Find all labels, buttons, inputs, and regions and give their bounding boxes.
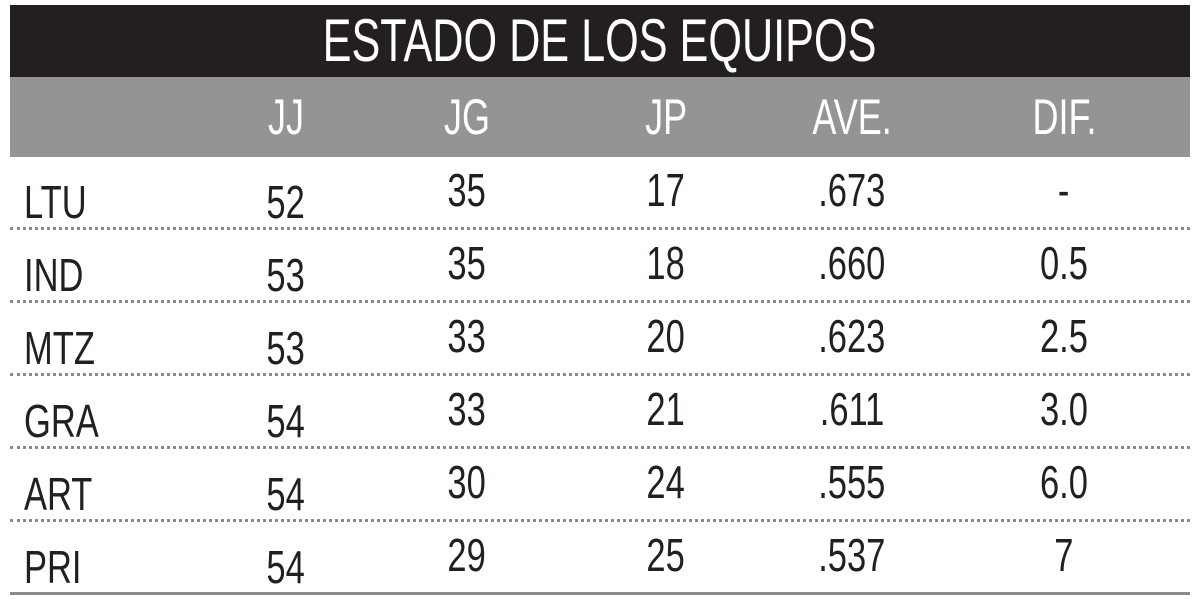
table-row: GRA 54 33 21 .611 3.0 [10,376,1190,449]
column-header-jg: JG [377,77,557,157]
table-row: IND 53 35 18 .660 0.5 [10,230,1190,303]
jg-cell: 35 [377,236,557,290]
ave-value: .611 [819,383,885,435]
team-name-text: GRA [24,395,99,447]
jj-cell: 53 [196,321,376,375]
jj-cell: 54 [196,394,376,448]
ave-value: .537 [818,529,886,581]
ave-cell: .623 [762,309,942,363]
jg-cell: 33 [377,382,557,436]
jg-value: 35 [447,164,487,216]
standings-table: ESTADO DE LOS EQUIPOS JJ JG JP AVE. DIF.… [10,5,1190,595]
team-name-text: ART [24,468,93,520]
team-name-cell: GRA [24,394,144,448]
column-header-jg-text: JG [443,89,491,145]
dif-cell: 0.5 [974,236,1154,290]
jg-value: 30 [447,456,487,508]
jj-cell: 54 [196,540,376,594]
ave-cell: .660 [762,236,942,290]
team-name-cell: PRI [24,540,144,594]
jp-cell: 18 [576,236,756,290]
dif-value: 0.5 [1040,237,1088,289]
jg-cell: 33 [377,309,557,363]
team-name-text: MTZ [24,322,95,374]
column-header-ave-text: AVE. [812,89,892,145]
jj-cell: 53 [196,248,376,302]
team-name-cell: ART [24,467,144,521]
jp-cell: 25 [576,528,756,582]
team-name-cell: IND [24,248,144,302]
team-name-cell: MTZ [24,321,144,375]
column-header-ave: AVE. [762,77,942,157]
jp-cell: 24 [576,455,756,509]
column-header-jp-text: JP [644,89,688,145]
jj-value: 54 [266,468,306,520]
jp-value: 20 [646,310,686,362]
jp-value: 21 [646,383,686,435]
ave-value: .623 [818,310,886,362]
team-name-text: PRI [24,541,82,593]
jg-value: 33 [447,383,487,435]
dif-value: 7 [1054,529,1074,581]
jp-value: 18 [646,237,686,289]
dif-value: - [1058,164,1070,216]
dif-value: 6.0 [1040,456,1088,508]
jj-value: 53 [266,249,306,301]
team-name-cell: LTU [24,175,144,229]
table-row: LTU 52 35 17 .673 - [10,157,1190,230]
column-header-jj-text: JJ [268,89,304,145]
ave-cell: .673 [762,163,942,217]
column-header-dif-text: DIF. [1031,89,1097,145]
team-name-text: LTU [24,176,87,228]
table-title-text: ESTADO DE LOS EQUIPOS [323,7,877,74]
jg-value: 29 [447,529,487,581]
dif-cell: 3.0 [974,382,1154,436]
dif-cell: 6.0 [974,455,1154,509]
jj-value: 53 [266,322,306,374]
jp-cell: 17 [576,163,756,217]
column-header-row: JJ JG JP AVE. DIF. [10,77,1190,157]
table-title: ESTADO DE LOS EQUIPOS [10,5,1190,77]
jp-value: 17 [646,164,686,216]
ave-cell: .611 [762,382,942,436]
team-name-text: IND [24,249,84,301]
jg-cell: 35 [377,163,557,217]
jj-value: 54 [266,395,306,447]
dif-cell: 7 [974,528,1154,582]
ave-value: .673 [818,164,886,216]
jp-value: 24 [646,456,686,508]
jp-cell: 20 [576,309,756,363]
table-row: PRI 54 29 25 .537 7 [10,522,1190,595]
table-row: MTZ 53 33 20 .623 2.5 [10,303,1190,376]
column-header-jp: JP [576,77,756,157]
dif-value: 3.0 [1040,383,1088,435]
column-header-jj: JJ [196,77,376,157]
dif-cell: - [974,163,1154,217]
dif-value: 2.5 [1040,310,1088,362]
ave-value: .660 [818,237,886,289]
dif-cell: 2.5 [974,309,1154,363]
jj-cell: 54 [196,467,376,521]
jg-cell: 30 [377,455,557,509]
ave-cell: .555 [762,455,942,509]
jj-value: 52 [266,176,306,228]
table-row: ART 54 30 24 .555 6.0 [10,449,1190,522]
jg-cell: 29 [377,528,557,582]
ave-value: .555 [818,456,886,508]
jj-value: 54 [266,541,306,593]
column-header-dif: DIF. [974,77,1154,157]
jg-value: 33 [447,310,487,362]
jg-value: 35 [447,237,487,289]
ave-cell: .537 [762,528,942,582]
jj-cell: 52 [196,175,376,229]
jp-value: 25 [646,529,686,581]
jp-cell: 21 [576,382,756,436]
